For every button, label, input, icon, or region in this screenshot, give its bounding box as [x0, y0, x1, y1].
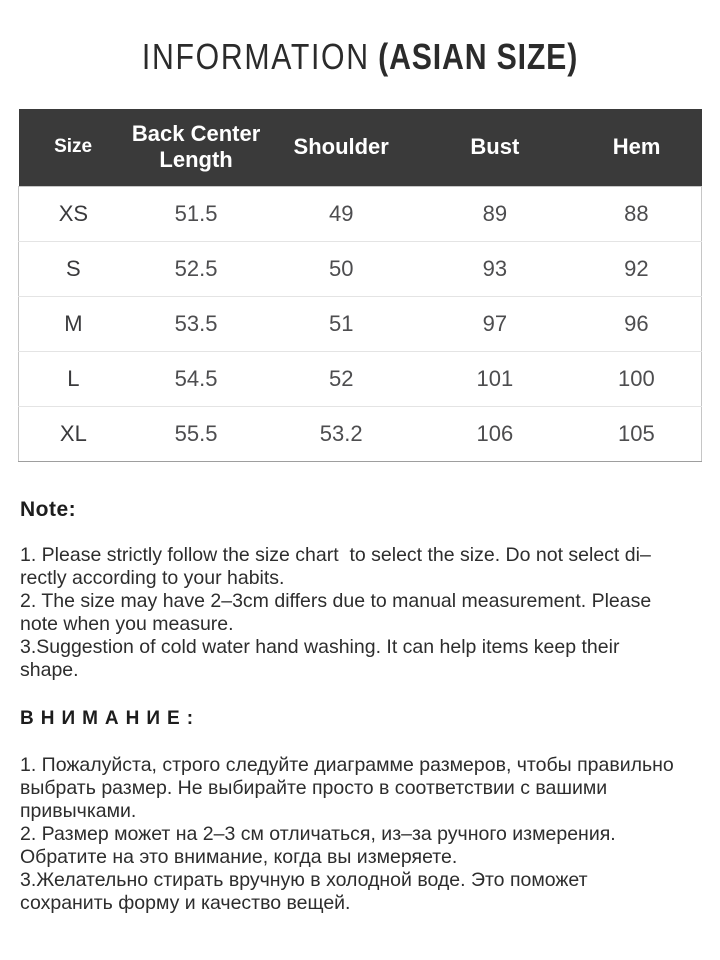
hem-cell: 105 [617, 420, 655, 446]
size-table-column-header: Hem [612, 134, 661, 160]
back-center-length-cell: 53.5 [174, 310, 218, 336]
size-table-column-header: Size [54, 135, 93, 157]
hem-cell: 92 [624, 255, 649, 281]
back-center-length-cell: 55.5 [174, 420, 218, 446]
note-line: 3.Suggestion of cold water hand washing.… [20, 635, 620, 658]
bust-cell: 97 [482, 310, 508, 336]
size-cell: XL [59, 420, 87, 446]
back-center-length-cell: 51.5 [174, 200, 218, 226]
notes-english-body: 1. Please strictly follow the size chart… [20, 544, 700, 682]
size-table-row: XS 51.5 49 89 88 [19, 186, 702, 241]
page-title-bold: (ASIAN SIZE) [378, 36, 579, 77]
hem-cell: 100 [617, 365, 655, 391]
size-table-column-header: Shoulder [293, 134, 389, 160]
note-line: note when you measure. [20, 612, 234, 635]
shoulder-cell: 49 [328, 200, 354, 226]
note-line: привычками. [20, 799, 137, 822]
size-table: Size Back Center Length Shoulder Bust He… [18, 109, 702, 462]
note-line: 1. Please strictly follow the size chart… [20, 543, 651, 566]
note-line: rectly according to your habits. [20, 566, 285, 589]
size-table-row: M 53.5 51 97 96 [18, 296, 702, 351]
size-cell: XS [58, 200, 89, 226]
bust-cell: 93 [482, 255, 508, 281]
shoulder-cell: 50 [328, 255, 354, 281]
back-center-length-cell: 54.5 [174, 365, 218, 391]
size-table-row: S 52.5 50 93 92 [18, 241, 702, 296]
note-line: сохранить форму и качество вещей. [20, 891, 351, 914]
notes-russian-body: 1. Пожалуйста, строго следуйте диаграмме… [20, 754, 700, 915]
notes-english-heading: Note: [20, 497, 77, 521]
note-line: 1. Пожалуйста, строго следуйте диаграмме… [20, 753, 674, 776]
hem-cell: 88 [624, 200, 649, 226]
note-line: выбрать размер. Не выбирайте просто в со… [20, 776, 608, 799]
page-title: INFORMATION (ASIAN SIZE) [58, 36, 663, 78]
notes-russian-section: ВНИМАНИЕ: 1. Пожалуйста, строго следуйте… [20, 708, 700, 915]
shoulder-cell: 53.2 [319, 420, 363, 446]
back-center-length-cell: 52.5 [174, 255, 218, 281]
notes-russian-heading: ВНИМАНИЕ: [20, 707, 201, 729]
note-line: 3.Желательно стирать вручную в холодной … [20, 868, 588, 891]
size-table-row: XL 55.5 53.2 106 105 [18, 406, 702, 461]
note-line: 2. The size may have 2–3cm differs due t… [20, 589, 652, 612]
size-table-column-header: Back Center Length [131, 121, 261, 173]
size-cell: L [67, 365, 80, 391]
hem-cell: 96 [624, 310, 649, 336]
size-table-body: XS 51.5 49 89 88 S 52.5 50 93 92 M 53.5 [18, 186, 702, 461]
shoulder-cell: 52 [328, 365, 354, 391]
size-table-column-header: Bust [470, 134, 520, 160]
bust-cell: 101 [476, 365, 514, 391]
note-line: shape. [20, 658, 79, 681]
page-title-light: INFORMATION [141, 36, 370, 77]
bust-cell: 106 [476, 420, 514, 446]
notes-english-section: Note: 1. Please strictly follow the size… [20, 498, 700, 682]
note-line: 2. Размер может на 2–3 см отличаться, из… [20, 822, 616, 845]
size-table-row: L 54.5 52 101 100 [18, 351, 702, 406]
size-table-header-row: Size Back Center Length Shoulder Bust He… [18, 109, 702, 186]
shoulder-cell: 51 [328, 310, 354, 336]
note-line: Обратите на это внимание, когда вы измер… [20, 845, 458, 868]
size-cell: M [64, 310, 83, 336]
size-cell: S [66, 255, 81, 281]
bust-cell: 89 [482, 200, 508, 226]
